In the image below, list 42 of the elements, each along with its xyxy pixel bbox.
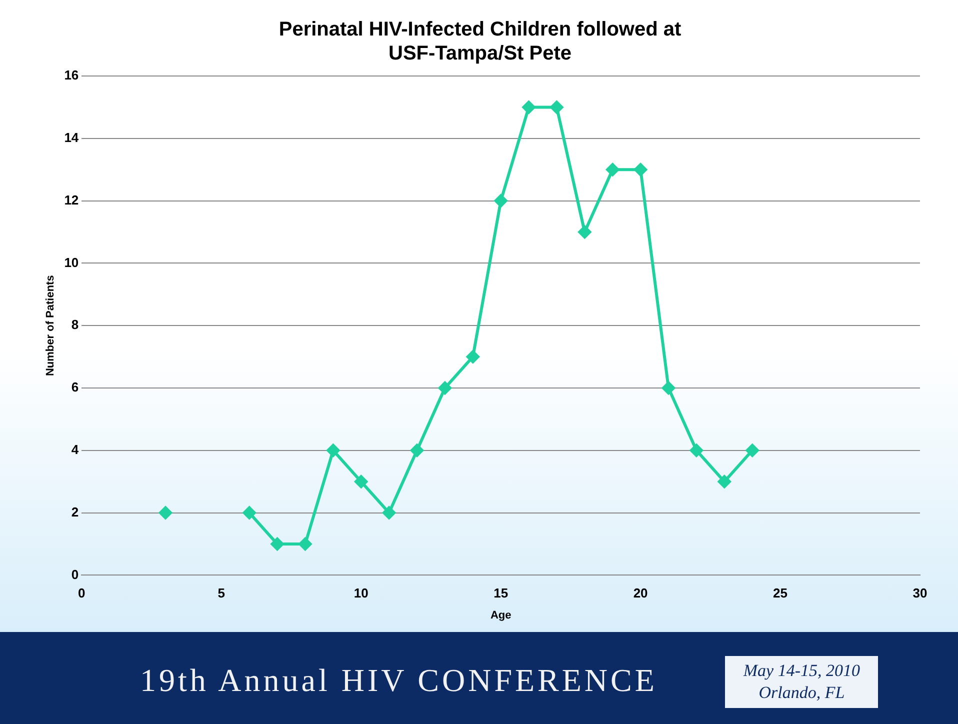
- point: [494, 194, 508, 208]
- x-tick-label: 5: [218, 586, 225, 601]
- point: [466, 350, 480, 364]
- y-tick-label: 12: [64, 192, 79, 208]
- point: [354, 475, 368, 488]
- y-tick-label: 6: [71, 380, 79, 395]
- point: [382, 506, 396, 520]
- y-tick-label: 14: [64, 130, 80, 145]
- point: [662, 382, 675, 394]
- point: [634, 163, 648, 176]
- text: 19th Annual HIV CONFERENCE: [140, 662, 658, 699]
- x-axis-title: Age: [490, 609, 512, 622]
- y-tick-label: 8: [71, 317, 79, 332]
- text: Perinatal HIV-Infected Children followed at: [278, 18, 682, 41]
- point: [242, 506, 256, 520]
- text: Orlando, FL: [758, 682, 846, 704]
- point: [606, 163, 620, 176]
- point: [550, 100, 564, 114]
- y-tick-label: 0: [71, 566, 79, 582]
- point: [298, 538, 312, 550]
- point: [158, 506, 172, 520]
- point: [522, 100, 536, 114]
- x-tick-label: 25: [773, 586, 788, 601]
- text: May 14-15, 2010: [743, 660, 860, 682]
- text: USF-Tampa/St Pete: [388, 42, 572, 65]
- point: [746, 444, 759, 457]
- x-tick-label: 30: [912, 586, 928, 601]
- y-tick-label: 2: [71, 504, 79, 520]
- point: [438, 382, 452, 394]
- point: [410, 444, 424, 457]
- y-tick-label: 10: [64, 254, 79, 270]
- y-tick-label: 4: [71, 442, 80, 457]
- point: [326, 444, 340, 457]
- y-axis-title: Number of Patients: [44, 275, 57, 376]
- x-tick-label: 20: [633, 586, 648, 601]
- y-tick-label: 16: [64, 68, 79, 83]
- point: [270, 538, 284, 550]
- x-tick-label: 10: [354, 586, 368, 601]
- x-tick-label: 15: [494, 586, 508, 601]
- point: [718, 475, 731, 488]
- point: [690, 444, 703, 457]
- point: [578, 226, 592, 238]
